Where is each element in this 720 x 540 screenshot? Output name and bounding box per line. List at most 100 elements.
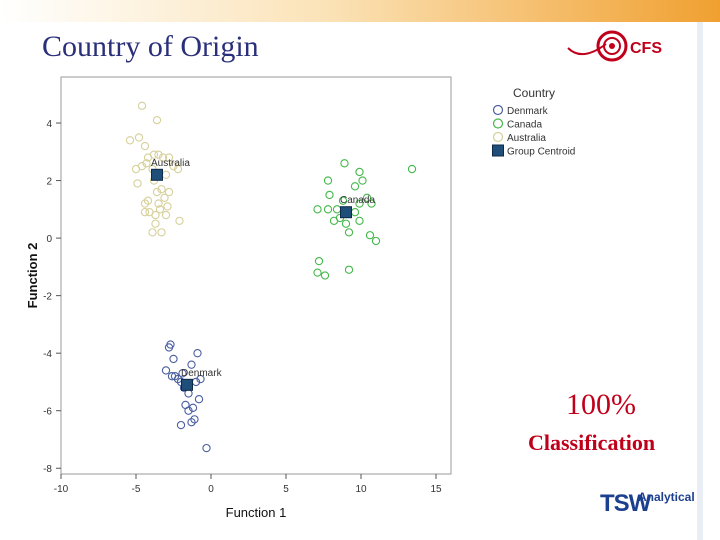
data-point-australia	[157, 228, 166, 237]
data-point-australia	[137, 101, 147, 110]
data-point-denmark	[184, 406, 193, 415]
data-point-denmark	[169, 354, 178, 364]
data-point-canada	[355, 199, 364, 208]
data-point-denmark	[194, 395, 204, 404]
group-centroid-denmark	[181, 378, 193, 391]
data-point-australia	[133, 179, 142, 188]
data-point-australia	[152, 116, 162, 125]
data-point-canada	[344, 265, 354, 274]
centroid-label-denmark: Denmark	[181, 368, 223, 379]
y-tick-label: 2	[46, 177, 52, 188]
data-point-denmark	[188, 403, 198, 412]
data-point-denmark	[164, 343, 174, 352]
data-point-australia	[137, 162, 147, 171]
legend-marker-canada	[492, 118, 504, 129]
legend-marker-denmark	[492, 104, 504, 116]
data-point-canada	[313, 205, 322, 214]
data-point-canada	[320, 271, 330, 280]
data-point-denmark	[161, 366, 171, 375]
data-point-australia	[140, 141, 150, 151]
data-point-australia	[154, 150, 163, 159]
data-point-canada	[350, 182, 360, 191]
data-point-canada	[323, 176, 333, 185]
data-point-australia	[173, 164, 183, 174]
data-point-canada	[365, 231, 375, 240]
classification-percent: 100%	[566, 388, 636, 421]
data-point-australia	[154, 199, 163, 208]
tsw-analytical-logo: TSW Analytical	[600, 488, 700, 532]
data-point-australia	[151, 219, 160, 228]
plot-frame	[60, 76, 452, 475]
right-border-strip	[697, 22, 703, 540]
data-point-canada	[314, 256, 324, 266]
classification-label: Classification	[528, 430, 656, 455]
data-point-canada	[338, 196, 348, 205]
data-point-australia	[151, 210, 160, 220]
data-point-denmark	[187, 360, 196, 369]
data-point-australia	[164, 153, 174, 162]
data-point-australia	[143, 153, 153, 162]
legend-marker-group-centroid	[492, 144, 504, 157]
data-point-canada	[344, 228, 354, 237]
data-point-canada	[371, 236, 381, 246]
y-tick-label: -8	[43, 464, 52, 475]
data-point-canada	[325, 190, 334, 200]
data-point-australia	[125, 136, 135, 145]
cfs-logo-text: CFS	[630, 40, 662, 57]
data-point-denmark	[170, 372, 180, 381]
x-axis-label: Function 1	[226, 505, 287, 520]
legend-title: Country	[513, 86, 555, 100]
data-point-australia	[158, 153, 168, 162]
x-tick-label: 5	[283, 484, 289, 495]
top-gradient-bar	[0, 0, 720, 22]
tsw-logo-main: TSW	[600, 490, 651, 517]
data-point-canada	[362, 193, 372, 202]
data-point-australia	[134, 133, 144, 142]
group-centroid-australia	[151, 168, 163, 181]
x-tick-label: 15	[430, 484, 442, 495]
slide-title: Country of Origin	[42, 30, 259, 63]
data-point-canada	[355, 167, 364, 177]
x-tick-label: -10	[54, 484, 69, 495]
y-tick-label: 4	[46, 119, 52, 130]
data-point-canada	[340, 159, 349, 168]
data-point-australia	[169, 162, 178, 171]
data-point-australia	[152, 187, 162, 197]
y-tick-label: 0	[46, 234, 52, 245]
legend-label: Group Centroid	[507, 147, 575, 158]
data-point-denmark	[193, 349, 202, 358]
data-point-canada	[323, 205, 333, 214]
data-point-denmark	[190, 415, 199, 424]
centroid-label-australia: Australia	[151, 158, 190, 169]
data-point-australia	[142, 159, 151, 168]
axes-group: 4 2 0 -2 -4 -6 -8-10 -5 0 5 10 15 Function 1 Function…	[25, 119, 442, 520]
data-point-denmark	[187, 418, 196, 427]
legend-label: Denmark	[507, 106, 549, 117]
data-point-canada	[407, 164, 417, 174]
group-centroid-canada	[340, 206, 352, 219]
centroid-label-canada: Canada	[340, 195, 375, 206]
data-point-australia	[163, 202, 172, 211]
data-point-canada	[355, 216, 364, 225]
data-point-australia	[175, 216, 184, 225]
data-point-australia	[140, 199, 150, 208]
data-point-canada	[367, 199, 376, 208]
data-point-australia	[143, 196, 153, 205]
data-point-denmark	[202, 443, 211, 453]
data-point-australia	[148, 228, 157, 237]
data-point-australia	[164, 187, 174, 197]
data-point-australia	[140, 208, 150, 217]
data-point-canada	[341, 219, 351, 228]
data-point-australia	[155, 205, 165, 214]
centroids-group: Australia Canada Denmark	[151, 158, 375, 391]
y-tick-label: -6	[43, 407, 52, 418]
legend: Country Denmark Canada Australia Group Centr…	[492, 86, 575, 158]
points-group	[125, 101, 417, 453]
data-point-denmark	[178, 369, 187, 378]
y-tick-label: -4	[43, 349, 52, 360]
x-tick-label: 10	[355, 484, 367, 495]
data-point-canada	[313, 268, 322, 277]
data-point-australia	[157, 185, 166, 194]
legend-label: Canada	[507, 120, 542, 131]
